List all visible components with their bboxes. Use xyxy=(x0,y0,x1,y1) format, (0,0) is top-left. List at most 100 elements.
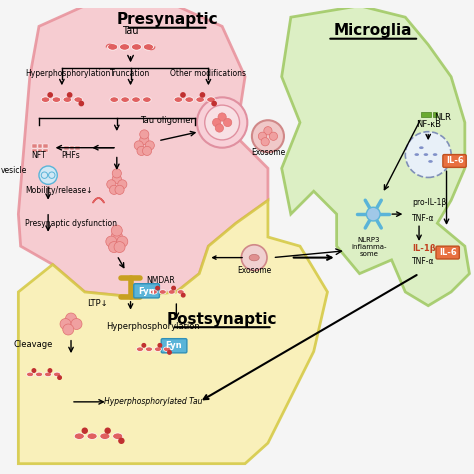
Circle shape xyxy=(201,93,205,97)
Text: IL-1β: IL-1β xyxy=(412,244,436,253)
Bar xyxy=(421,112,431,117)
Ellipse shape xyxy=(45,372,52,377)
Circle shape xyxy=(79,101,83,106)
Circle shape xyxy=(65,313,76,324)
Circle shape xyxy=(82,428,87,433)
Ellipse shape xyxy=(63,97,72,102)
Ellipse shape xyxy=(41,97,50,102)
Text: Mobility/release↓: Mobility/release↓ xyxy=(25,186,93,195)
Ellipse shape xyxy=(249,255,259,261)
Circle shape xyxy=(105,428,110,433)
Circle shape xyxy=(71,319,82,329)
Text: Fyn: Fyn xyxy=(166,341,182,350)
Circle shape xyxy=(252,120,284,152)
Bar xyxy=(43,149,48,152)
Circle shape xyxy=(112,174,121,183)
Ellipse shape xyxy=(143,97,151,102)
Ellipse shape xyxy=(155,347,162,351)
Text: PHFs: PHFs xyxy=(62,151,81,160)
Ellipse shape xyxy=(419,146,424,149)
Text: Tau oligomer: Tau oligomer xyxy=(140,116,194,125)
Circle shape xyxy=(58,376,61,379)
Ellipse shape xyxy=(131,44,142,50)
Polygon shape xyxy=(18,201,328,464)
Text: LTP↓: LTP↓ xyxy=(87,299,108,308)
Text: Other modifications: Other modifications xyxy=(170,69,246,78)
Text: vesicle: vesicle xyxy=(1,166,27,175)
Ellipse shape xyxy=(168,290,175,294)
Text: TNF-α: TNF-α xyxy=(412,214,435,223)
Text: Fyn: Fyn xyxy=(138,287,155,295)
Circle shape xyxy=(145,141,155,150)
Ellipse shape xyxy=(121,97,129,102)
Text: Hyperphosphorylated Tau: Hyperphosphorylated Tau xyxy=(104,397,203,406)
Ellipse shape xyxy=(185,97,193,102)
Ellipse shape xyxy=(132,97,140,102)
Circle shape xyxy=(143,146,152,155)
Ellipse shape xyxy=(113,433,123,439)
Circle shape xyxy=(111,230,122,242)
Circle shape xyxy=(182,293,185,297)
Circle shape xyxy=(218,113,226,121)
Bar xyxy=(32,149,36,152)
Circle shape xyxy=(181,93,185,97)
Circle shape xyxy=(172,286,175,290)
Circle shape xyxy=(137,146,146,155)
Text: Exosome: Exosome xyxy=(251,148,285,157)
Text: Presynaptic: Presynaptic xyxy=(117,12,218,27)
Ellipse shape xyxy=(424,153,428,156)
Text: Microglia: Microglia xyxy=(334,23,412,38)
Text: Presynaptic dysfunction: Presynaptic dysfunction xyxy=(25,219,117,228)
Ellipse shape xyxy=(146,347,153,351)
Ellipse shape xyxy=(74,97,82,102)
Ellipse shape xyxy=(100,433,110,439)
Bar xyxy=(70,146,74,150)
Ellipse shape xyxy=(433,153,438,156)
Ellipse shape xyxy=(150,290,157,294)
Text: Tau: Tau xyxy=(122,27,139,36)
Text: TNF-α: TNF-α xyxy=(412,257,435,266)
Circle shape xyxy=(134,141,143,150)
Circle shape xyxy=(118,180,127,189)
Ellipse shape xyxy=(27,372,34,377)
Text: IL-6: IL-6 xyxy=(446,156,464,165)
Text: Postsynaptic: Postsynaptic xyxy=(167,312,277,327)
Ellipse shape xyxy=(159,290,166,294)
Ellipse shape xyxy=(52,97,61,102)
Ellipse shape xyxy=(177,290,184,294)
Bar xyxy=(37,149,42,152)
Circle shape xyxy=(119,438,124,443)
Polygon shape xyxy=(18,6,268,297)
Ellipse shape xyxy=(164,347,171,351)
Circle shape xyxy=(212,118,221,127)
Circle shape xyxy=(215,124,224,132)
Text: Truncation: Truncation xyxy=(110,69,151,78)
Text: Hyperphosphorylation: Hyperphosphorylation xyxy=(107,321,201,330)
Circle shape xyxy=(109,185,118,194)
Circle shape xyxy=(168,351,171,354)
Circle shape xyxy=(67,93,72,97)
Ellipse shape xyxy=(428,160,433,163)
Text: pro-IL-1β: pro-IL-1β xyxy=(412,198,447,207)
Circle shape xyxy=(117,236,128,247)
Circle shape xyxy=(264,127,272,135)
Circle shape xyxy=(156,286,159,290)
Bar xyxy=(433,112,438,117)
Bar xyxy=(43,145,48,148)
Circle shape xyxy=(39,166,57,184)
Circle shape xyxy=(48,93,52,97)
Circle shape xyxy=(224,118,232,127)
Ellipse shape xyxy=(196,97,204,102)
Circle shape xyxy=(115,185,124,194)
Text: IL-6: IL-6 xyxy=(439,248,457,257)
FancyBboxPatch shape xyxy=(161,338,187,353)
Circle shape xyxy=(405,132,451,177)
Text: NLRP3
inflamma-
some: NLRP3 inflamma- some xyxy=(351,237,386,257)
Bar xyxy=(64,146,69,150)
Ellipse shape xyxy=(54,372,61,377)
Circle shape xyxy=(106,236,117,247)
Ellipse shape xyxy=(119,44,129,50)
Circle shape xyxy=(258,132,266,140)
Bar xyxy=(32,145,36,148)
Ellipse shape xyxy=(174,97,182,102)
